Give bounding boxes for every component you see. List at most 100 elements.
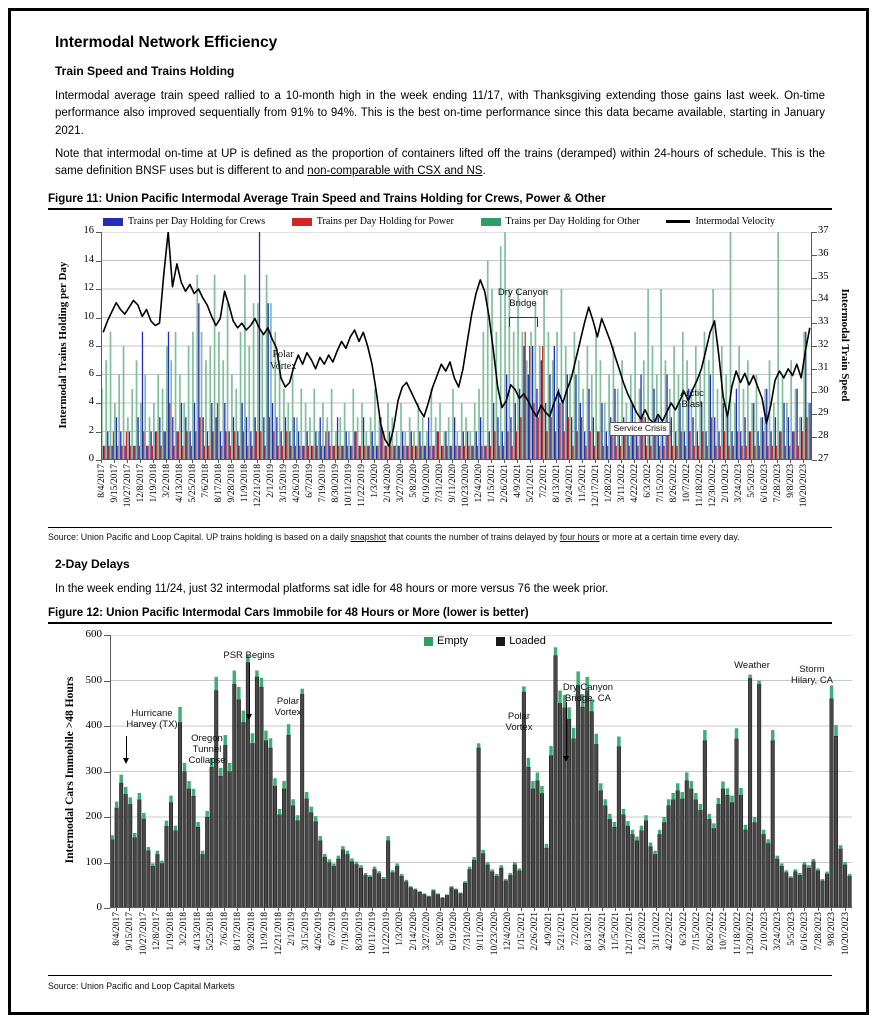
fig11-x-label: 10/11/2019 — [344, 464, 354, 507]
annotation-arrowhead-icon — [123, 758, 129, 764]
fig12-x-tick — [601, 908, 603, 911]
fig12-x-label: 12/30/2022 — [746, 912, 757, 956]
fig11-x-tick — [478, 460, 479, 463]
paragraph-1: Intermodal average train speed rallied t… — [55, 90, 825, 137]
fig12-x-tick — [588, 908, 590, 911]
fig11-right-tick-label: 27 — [818, 453, 829, 464]
fig11-x-label: 8/4/2017 — [97, 464, 107, 498]
fig11-x-label: 5/5/2023 — [747, 464, 757, 498]
annotation-line: Tunnel — [192, 744, 222, 756]
fig12-x-label: 8/26/2022 — [705, 912, 716, 951]
fig12-x-tick — [385, 908, 387, 911]
fig12-x-tick — [358, 908, 360, 911]
fig12-x-label: 10/27/2017 — [138, 912, 149, 956]
fig11-x-tick — [166, 460, 167, 463]
fig11-x-tick — [361, 460, 362, 463]
paragraph-2: Note that intermodal on-time at UP is de… — [55, 146, 825, 181]
fig11-x-label: 6/16/2023 — [760, 464, 770, 503]
fig12-x-label: 4/26/2019 — [314, 912, 325, 951]
fig11-plot-area — [101, 231, 812, 460]
fig11-left-tick — [96, 317, 101, 319]
fig11-x-tick — [751, 460, 752, 463]
fig11-x-label: 1/28/2022 — [604, 464, 614, 503]
fig12-x-tick — [507, 908, 509, 911]
fig11-x-label: 7/31/2020 — [435, 464, 445, 503]
fig11-bottom-rule — [48, 527, 832, 528]
fig12-x-tick — [520, 908, 522, 911]
fig11-left-tick-label: 12 — [83, 282, 95, 293]
fig12-x-tick — [453, 908, 455, 911]
fig12-x-label: 8/13/2021 — [584, 912, 595, 951]
fig11-svg — [101, 231, 812, 460]
fig12-x-tick — [237, 908, 239, 911]
fig12-x-label: 5/25/2018 — [206, 912, 217, 951]
fig11-right-tick — [812, 414, 817, 416]
fig11-x-tick — [686, 460, 687, 463]
annotation-arrowhead-icon — [563, 756, 569, 762]
fig11-x-tick — [296, 460, 297, 463]
fig11-x-label: 6/7/2019 — [305, 464, 315, 498]
fig12-x-label: 3/2/2018 — [179, 912, 190, 946]
fig11-left-tick — [96, 232, 101, 233]
fig12-left-tick-label: 500 — [85, 673, 103, 686]
fig12-x-label: 2/14/2020 — [408, 912, 419, 951]
annotation-bracket — [509, 317, 538, 327]
fig12-x-tick — [399, 908, 401, 911]
fig12-x-label: 9/28/2018 — [246, 912, 257, 951]
annotation: Dry Canyon Bridge, CA — [563, 682, 613, 704]
legend-item-loaded: Loaded — [496, 635, 546, 647]
fig11-x-label: 7/15/2022 — [656, 464, 666, 503]
paragraph-2-text: Note that intermodal on-time at UP is de… — [55, 148, 825, 178]
fig12-x-tick — [196, 908, 198, 911]
fig12-svg — [110, 634, 852, 909]
fig11-x-tick — [205, 460, 206, 463]
annotation-line: Dry Canyon — [497, 287, 549, 298]
fig11-x-label: 2/26/2021 — [500, 464, 510, 503]
fig11-x-tick — [673, 460, 674, 463]
fig12-x-label: 10/11/2019 — [368, 912, 379, 955]
fig12-left-tick-label: 200 — [85, 810, 103, 822]
source-underlined-term: snapshot — [350, 532, 387, 542]
fig12-x-tick — [426, 908, 428, 911]
fig12-x-tick — [480, 908, 482, 911]
legend-item-other: Trains per Day Holding for Other — [480, 216, 640, 227]
fig12-x-label: 4/22/2022 — [665, 912, 676, 951]
fig11-x-label: 8/17/2018 — [214, 464, 224, 503]
fig11-x-tick — [712, 460, 713, 463]
fig12-x-tick — [696, 908, 698, 911]
fig11-x-label: 5/21/2021 — [526, 464, 536, 503]
annotation-line: Oregon — [191, 733, 223, 744]
annotation: Oregon Tunnel Collapse — [189, 733, 226, 767]
fig11-x-label: 1/15/2021 — [487, 464, 497, 503]
fig11-x-tick — [803, 460, 804, 463]
fig12-x-label: 5/21/2021 — [557, 912, 568, 951]
fig12-x-label: 9/24/2021 — [597, 912, 608, 951]
fig11-x-label: 1/19/2018 — [149, 464, 159, 503]
fig11-x-tick — [283, 460, 284, 463]
fig12-x-label: 3/27/2020 — [422, 912, 433, 951]
fig11-x-label: 10/23/2020 — [461, 464, 471, 508]
fig12-x-label: 6/16/2023 — [800, 912, 811, 951]
annotation-line: Vortex — [505, 722, 533, 734]
annotation-line: Hurricane — [131, 708, 173, 719]
fig11-x-tick — [569, 460, 570, 463]
figure11-caption: Figure 11: Union Pacific Intermodal Aver… — [48, 193, 832, 210]
fig11-x-tick — [335, 460, 336, 463]
source-text: or more at a certain time every day. — [599, 532, 740, 542]
section2-heading: 2-Day Delays — [55, 557, 130, 571]
fig11-left-tick — [96, 403, 101, 404]
fig11-x-tick — [699, 460, 700, 463]
fig12-x-tick — [142, 908, 144, 911]
fig12-left-tick-label: 400 — [85, 719, 103, 731]
legend-label: Loaded — [509, 635, 546, 647]
fig11-x-label: 9/28/2018 — [227, 464, 237, 503]
figure11-legend: Trains per Day Holding for Crews Trains … — [103, 216, 775, 227]
fig11-x-label: 12/8/2017 — [136, 464, 146, 503]
annotation-arrow — [249, 663, 250, 714]
annotation-line: Storm — [799, 664, 825, 675]
fig12-left-tick — [104, 680, 110, 682]
empty-swatch-icon — [424, 636, 433, 646]
legend-label: Intermodal Velocity — [695, 216, 775, 227]
fig11-left-tick — [96, 260, 101, 262]
